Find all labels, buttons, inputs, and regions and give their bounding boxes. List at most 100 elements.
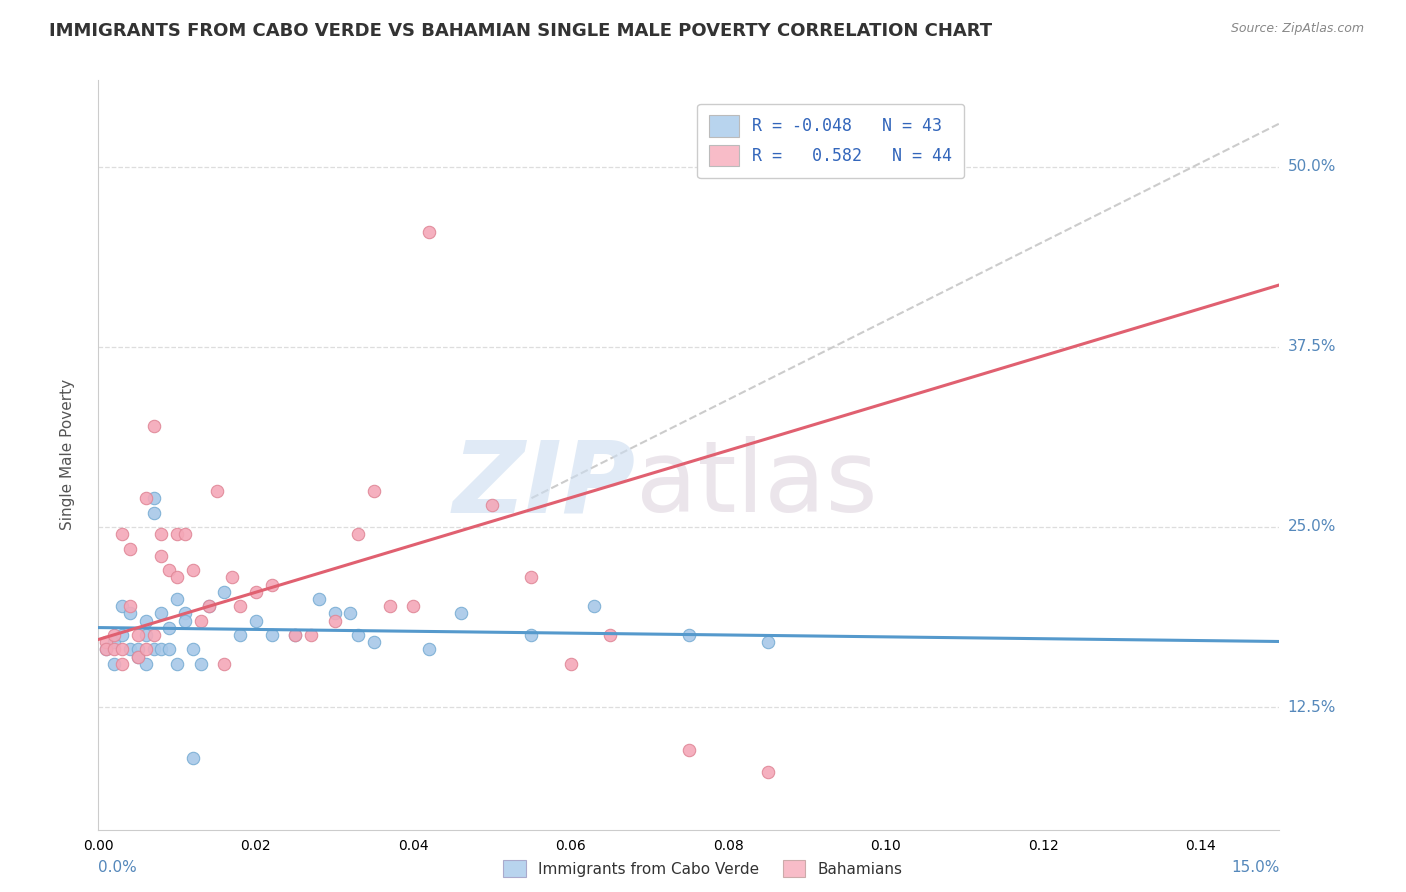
Point bbox=[142, 642, 165, 657]
Point bbox=[96, 642, 118, 657]
Point bbox=[229, 628, 252, 642]
Point bbox=[103, 657, 125, 671]
Point bbox=[560, 657, 582, 671]
Point bbox=[135, 657, 157, 671]
Point bbox=[181, 563, 204, 577]
Y-axis label: Single Male Poverty: Single Male Poverty bbox=[60, 379, 75, 531]
Point bbox=[190, 657, 212, 671]
Point bbox=[363, 635, 385, 649]
Point bbox=[299, 628, 322, 642]
Point bbox=[214, 584, 236, 599]
Point bbox=[378, 599, 401, 614]
Point bbox=[678, 743, 700, 757]
Point bbox=[284, 628, 307, 642]
Point bbox=[481, 499, 503, 513]
Text: ZIP: ZIP bbox=[453, 436, 636, 533]
Point bbox=[181, 750, 204, 764]
Point bbox=[214, 657, 236, 671]
Point bbox=[111, 657, 134, 671]
Point bbox=[157, 621, 180, 635]
Point bbox=[347, 628, 370, 642]
Point bbox=[260, 577, 283, 591]
Point bbox=[245, 584, 267, 599]
Point bbox=[135, 642, 157, 657]
Point bbox=[142, 506, 165, 520]
Point bbox=[245, 614, 267, 628]
Text: 12.5%: 12.5% bbox=[1288, 699, 1336, 714]
Text: Source: ZipAtlas.com: Source: ZipAtlas.com bbox=[1230, 22, 1364, 36]
Point bbox=[96, 635, 118, 649]
Point bbox=[118, 607, 141, 621]
Legend: R = -0.048   N = 43, R =   0.582   N = 44: R = -0.048 N = 43, R = 0.582 N = 44 bbox=[697, 103, 965, 178]
Point bbox=[111, 642, 134, 657]
Point bbox=[583, 599, 606, 614]
Point bbox=[323, 607, 346, 621]
Point bbox=[221, 570, 243, 584]
Point bbox=[260, 628, 283, 642]
Point bbox=[339, 607, 361, 621]
Point bbox=[520, 628, 543, 642]
Point bbox=[197, 599, 219, 614]
Point bbox=[166, 527, 188, 541]
Point bbox=[174, 614, 197, 628]
Point bbox=[142, 419, 165, 434]
Point bbox=[347, 527, 370, 541]
Point bbox=[111, 599, 134, 614]
Text: 15.0%: 15.0% bbox=[1232, 860, 1279, 875]
Point bbox=[150, 642, 173, 657]
Point bbox=[174, 607, 197, 621]
Point bbox=[284, 628, 307, 642]
Point bbox=[363, 483, 385, 498]
Point bbox=[450, 607, 472, 621]
Point bbox=[197, 599, 219, 614]
Point bbox=[111, 527, 134, 541]
Point bbox=[323, 614, 346, 628]
Point bbox=[308, 592, 330, 607]
Text: atlas: atlas bbox=[636, 436, 877, 533]
Point bbox=[135, 614, 157, 628]
Point bbox=[157, 642, 180, 657]
Point bbox=[190, 614, 212, 628]
Text: 37.5%: 37.5% bbox=[1288, 339, 1336, 354]
Point bbox=[402, 599, 425, 614]
Point bbox=[181, 642, 204, 657]
Point bbox=[127, 649, 149, 664]
Legend: Immigrants from Cabo Verde, Bahamians: Immigrants from Cabo Verde, Bahamians bbox=[496, 853, 910, 884]
Point bbox=[157, 563, 180, 577]
Point bbox=[127, 628, 149, 642]
Point bbox=[103, 635, 125, 649]
Point bbox=[118, 541, 141, 556]
Point bbox=[118, 599, 141, 614]
Point bbox=[135, 628, 157, 642]
Point bbox=[166, 657, 188, 671]
Point bbox=[96, 642, 118, 657]
Point bbox=[756, 764, 779, 779]
Point bbox=[418, 225, 440, 239]
Point bbox=[174, 527, 197, 541]
Point bbox=[756, 635, 779, 649]
Point bbox=[229, 599, 252, 614]
Point bbox=[150, 527, 173, 541]
Text: 25.0%: 25.0% bbox=[1288, 519, 1336, 534]
Point bbox=[520, 570, 543, 584]
Point bbox=[135, 491, 157, 505]
Text: IMMIGRANTS FROM CABO VERDE VS BAHAMIAN SINGLE MALE POVERTY CORRELATION CHART: IMMIGRANTS FROM CABO VERDE VS BAHAMIAN S… bbox=[49, 22, 993, 40]
Point bbox=[166, 570, 188, 584]
Point bbox=[127, 642, 149, 657]
Text: 50.0%: 50.0% bbox=[1288, 160, 1336, 174]
Point bbox=[142, 628, 165, 642]
Point bbox=[599, 628, 621, 642]
Point bbox=[150, 607, 173, 621]
Point bbox=[118, 642, 141, 657]
Point bbox=[111, 628, 134, 642]
Text: 0.0%: 0.0% bbox=[98, 860, 138, 875]
Point bbox=[127, 649, 149, 664]
Point bbox=[150, 549, 173, 563]
Point bbox=[205, 483, 228, 498]
Point bbox=[103, 642, 125, 657]
Point bbox=[142, 491, 165, 505]
Point bbox=[418, 642, 440, 657]
Point bbox=[103, 628, 125, 642]
Point bbox=[678, 628, 700, 642]
Point bbox=[166, 592, 188, 607]
